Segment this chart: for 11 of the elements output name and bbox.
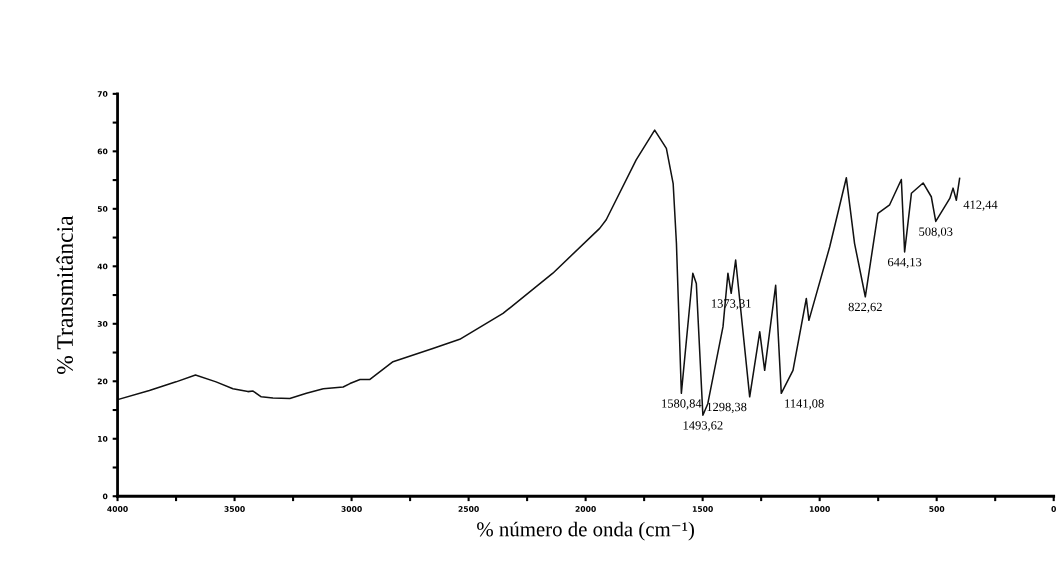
annotation: 644,13 xyxy=(887,257,922,269)
annotation: 1141,08 xyxy=(785,399,824,410)
line-series xyxy=(117,129,961,416)
annotation: 1580,84 xyxy=(662,399,702,410)
annotation: 1493,62 xyxy=(683,421,723,432)
annotation: 412,44 xyxy=(963,200,998,211)
annotation: 822,62 xyxy=(848,302,882,313)
annotation: 1298,38 xyxy=(707,402,747,413)
annotation: 508,03 xyxy=(919,227,953,238)
y-axis-title: % Transmitância xyxy=(56,215,74,374)
x-axis-title: % número de onda (cm⁻¹) xyxy=(477,521,694,541)
